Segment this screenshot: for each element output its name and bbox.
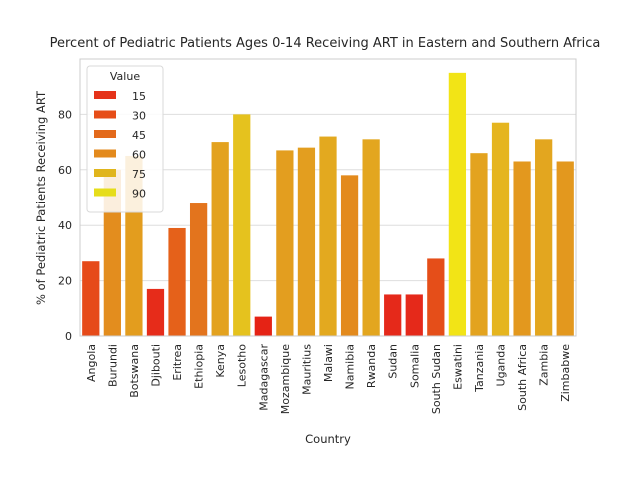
bar [556,161,574,336]
legend: Value 15 30 45 60 75 90 [86,65,164,213]
x-tick-labels: Angola Burundi Botswana Djibouti Eritrea Ethi… [85,344,572,415]
bar [535,139,553,336]
x-tick-label: Malawi [322,344,335,382]
x-tick-label: Eswatini [451,344,464,390]
x-tick-label: South Sudan [430,344,443,414]
x-tick-label: South Africa [516,344,529,411]
bar [513,161,531,336]
bar [233,114,251,337]
y-tick-label: 80 [58,108,72,121]
bar [211,142,229,336]
bar [362,139,380,336]
bar [340,175,359,336]
legend-swatch [94,188,116,197]
plot-frame [79,58,577,337]
bar [470,153,488,336]
bar [384,294,402,336]
legend-label: 90 [132,188,146,201]
legend-label: 60 [132,149,146,162]
legend-label: 30 [132,110,146,123]
x-tick-label: Lesotho [236,344,249,387]
x-tick-label: Kenya [214,344,227,378]
x-tick-label: Djibouti [149,344,162,387]
x-tick-label: Madagascar [257,344,270,411]
legend-label: 45 [132,129,146,142]
x-tick-label: Somalia [408,344,421,388]
bar [82,261,100,336]
x-tick-label: Uganda [495,344,508,386]
bar [405,294,423,336]
x-tick-label: Sudan [387,344,400,379]
x-tick-label: Rwanda [365,344,378,388]
legend-label: 75 [132,168,146,181]
x-axis-label: Country [305,432,351,446]
bar [491,122,510,337]
bar [448,72,467,336]
bar [427,258,445,336]
legend-swatch [94,110,116,119]
x-tick-label: Ethiopia [193,344,206,389]
bar [276,150,294,336]
x-tick-label: Zimbabwe [559,344,572,402]
legend-swatch [94,130,116,138]
y-tick-label: 60 [58,164,72,177]
y-tick-label: 20 [58,275,72,288]
legend-swatch [94,169,116,177]
x-tick-label: Mozambique [279,344,292,414]
bars [82,72,574,337]
y-tick-label: 0 [65,330,72,343]
bar [189,203,208,336]
legend-swatch [94,91,116,99]
y-tick-labels: 0 20 40 60 80 [58,108,72,343]
x-tick-label: Angola [85,344,98,382]
legend-label: 15 [132,90,146,103]
x-tick-label: Mauritius [300,344,313,395]
bar [254,316,272,336]
x-tick-label: Eritrea [171,344,184,381]
y-tick-label: 40 [58,219,72,232]
x-tick-label: Zambia [538,344,551,386]
x-tick-label: Botswana [128,344,141,398]
bar [319,136,337,336]
legend-swatch [94,149,116,158]
x-tick-label: Burundi [106,344,119,387]
bar [297,147,316,336]
x-tick-label: Namibia [344,344,357,390]
bar [146,288,165,336]
y-axis-label: % of Pediatric Patients Receiving ART [34,90,48,305]
bar [168,227,186,336]
chart-title: Percent of Pediatric Patients Ages 0-14 … [50,36,601,51]
x-tick-label: Tanzania [473,344,486,393]
legend-title: Value [110,70,140,83]
